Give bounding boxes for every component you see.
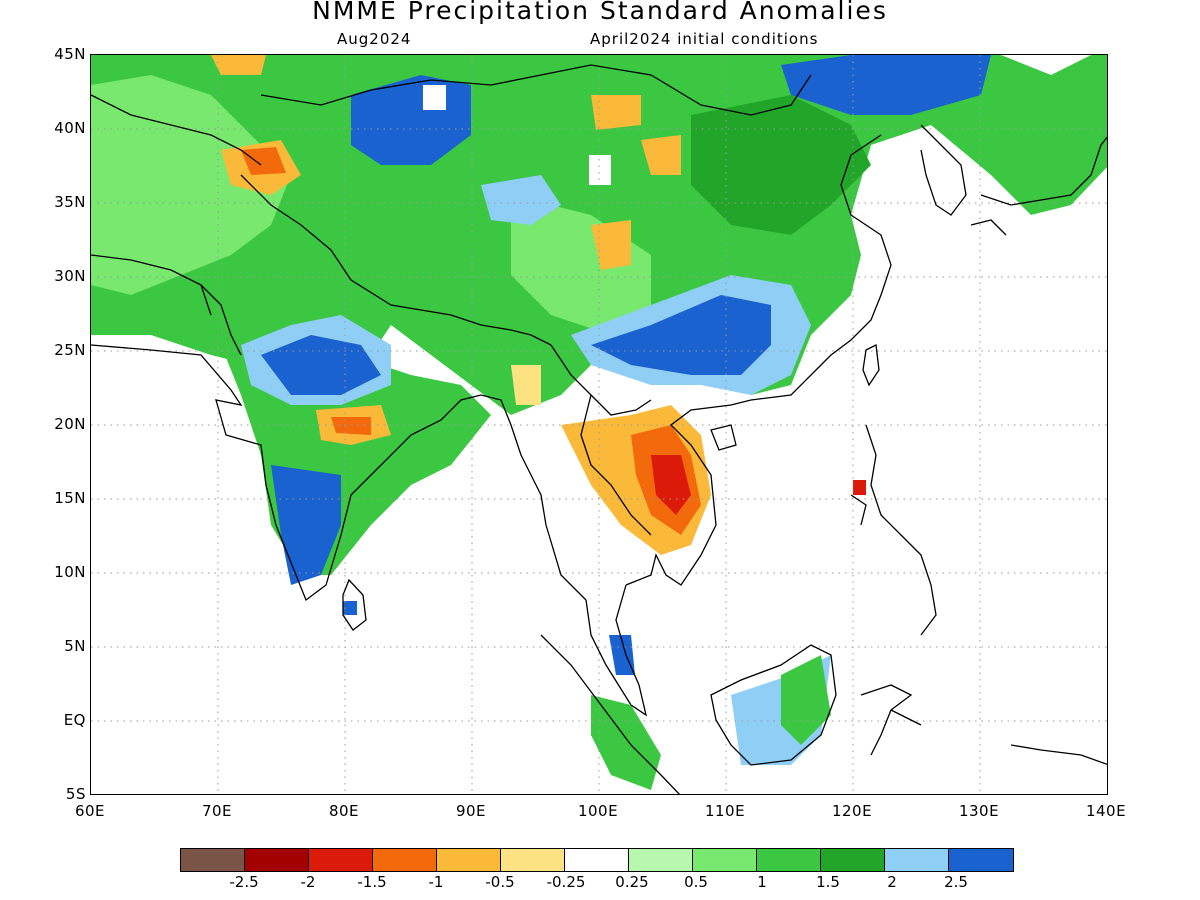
- border-central-asia: [91, 94, 262, 316]
- anomaly-red-pakistan: [241, 147, 286, 175]
- colorbar-label-3: -1.5: [357, 873, 387, 891]
- anomaly-white-tibet: [589, 155, 611, 185]
- initial-conditions: April2024 initial conditions: [590, 30, 819, 48]
- lat-label-5s: 5S: [65, 785, 86, 803]
- colorbar-label-4: -1: [428, 873, 444, 891]
- lat-label-40n: 40N: [54, 119, 86, 137]
- colorbar-swatch-10: [757, 849, 821, 871]
- border-mongolia: [260, 64, 812, 116]
- colorbar-swatch-13: [949, 849, 1013, 871]
- colorbar-swatch-9: [693, 849, 757, 871]
- lat-label-15n: 15N: [54, 489, 86, 507]
- anomaly-orange-kazakh: [211, 55, 266, 75]
- colorbar-swatch-3: [309, 849, 373, 871]
- anomaly-orange-tibet: [591, 220, 631, 270]
- coastline-gulf-thailand: [625, 134, 892, 586]
- grid-lines: [91, 55, 1107, 794]
- lon-label-90e: 90E: [455, 802, 487, 820]
- colorbar-label-10: 1.5: [816, 873, 840, 891]
- coastline-bay-myanmar: [480, 394, 587, 601]
- lon-label-110e: 110E: [704, 802, 746, 820]
- border-pakistan: [200, 284, 242, 356]
- colorbar-label-5: -0.5: [485, 873, 515, 891]
- anomaly-orange-gansu: [641, 135, 681, 175]
- coastlines: [91, 64, 1107, 794]
- coastline-borneo: [710, 644, 837, 766]
- colorbar-label-8: 0.5: [684, 873, 708, 891]
- map-title: NMME Precipitation Standard Anomalies: [312, 0, 888, 25]
- colorbar-label-9: 1: [757, 873, 767, 891]
- coastline-japan: [970, 136, 1107, 236]
- colorbar-label-6: -0.25: [546, 873, 586, 891]
- lon-label-70e: 70E: [201, 802, 233, 820]
- anomaly-green-sumatra: [591, 695, 661, 790]
- coastline-taiwan: [862, 344, 880, 387]
- border-indochina: [550, 344, 652, 536]
- colorbar-swatch-6: [501, 849, 565, 871]
- lon-label-130e: 130E: [958, 802, 1000, 820]
- coastline-philippines: [850, 424, 937, 636]
- lat-label-25n: 25N: [54, 341, 86, 359]
- colorbar-swatch-4: [373, 849, 437, 871]
- lon-label-120e: 120E: [831, 802, 873, 820]
- anomaly-green-borneo: [781, 655, 831, 745]
- coastline-newguinea: [1010, 744, 1107, 765]
- colorbar-label-12: 2.5: [944, 873, 968, 891]
- colorbar-label-2: -2: [300, 873, 316, 891]
- lon-label-60e: 60E: [74, 802, 106, 820]
- colorbar-swatch-1: [181, 849, 245, 871]
- colorbar-swatch-12: [885, 849, 949, 871]
- anomaly-orange-myanmar: [511, 365, 541, 405]
- coastline-malay: [585, 584, 648, 717]
- coastline-korea: [920, 124, 967, 216]
- anomaly-lightgreen-west: [91, 75, 291, 295]
- colorbar-swatch-2: [245, 849, 309, 871]
- lat-label-5n: 5N: [64, 637, 86, 655]
- anomaly-blue-malaya: [609, 635, 635, 675]
- coastline-hainan: [710, 424, 737, 451]
- coastline-sumatra: [540, 634, 680, 794]
- coastline-srilanka: [342, 578, 367, 631]
- lat-label-eq: EQ: [63, 711, 86, 729]
- colorbar-swatch-7: [565, 849, 629, 871]
- anomaly-orange-mongolia: [591, 95, 641, 130]
- colorbar-swatch-8: [629, 849, 693, 871]
- anomaly-map: [91, 55, 1107, 794]
- lon-label-140e: 140E: [1085, 802, 1127, 820]
- lat-label-45n: 45N: [54, 45, 86, 63]
- anomaly-lightgreen-center: [511, 195, 651, 335]
- anomaly-darkgreen-china: [691, 95, 871, 235]
- lat-label-10n: 10N: [54, 563, 86, 581]
- colorbar-label-11: 2: [887, 873, 897, 891]
- colorbar-swatch-5: [437, 849, 501, 871]
- anomaly-fields: [91, 55, 1107, 790]
- colorbar-label-1: -2.5: [229, 873, 259, 891]
- anomaly-blue-srilanka: [343, 601, 357, 615]
- border-himalaya: [240, 174, 552, 346]
- forecast-month: Aug2024: [337, 30, 412, 48]
- map-area: [90, 54, 1108, 795]
- colorbar: [180, 848, 1014, 872]
- anomaly-blue-tibet: [481, 175, 561, 225]
- colorbar-swatch-11: [821, 849, 885, 871]
- lat-label-35n: 35N: [54, 193, 86, 211]
- anomaly-darkred-laos: [651, 455, 691, 515]
- lon-label-80e: 80E: [328, 802, 360, 820]
- coastline-sulawesi: [860, 684, 922, 756]
- coastline-india: [91, 344, 482, 602]
- anomaly-red-philippines: [853, 480, 866, 495]
- anomaly-red-india: [331, 417, 371, 435]
- colorbar-label-7: 0.25: [615, 873, 649, 891]
- anomaly-blue-india-core: [261, 335, 381, 395]
- anomaly-blue-northeast: [781, 55, 991, 115]
- lat-label-30n: 30N: [54, 267, 86, 285]
- anomaly-white-mongolia: [423, 85, 446, 110]
- lon-label-100e: 100E: [577, 802, 619, 820]
- lat-label-20n: 20N: [54, 415, 86, 433]
